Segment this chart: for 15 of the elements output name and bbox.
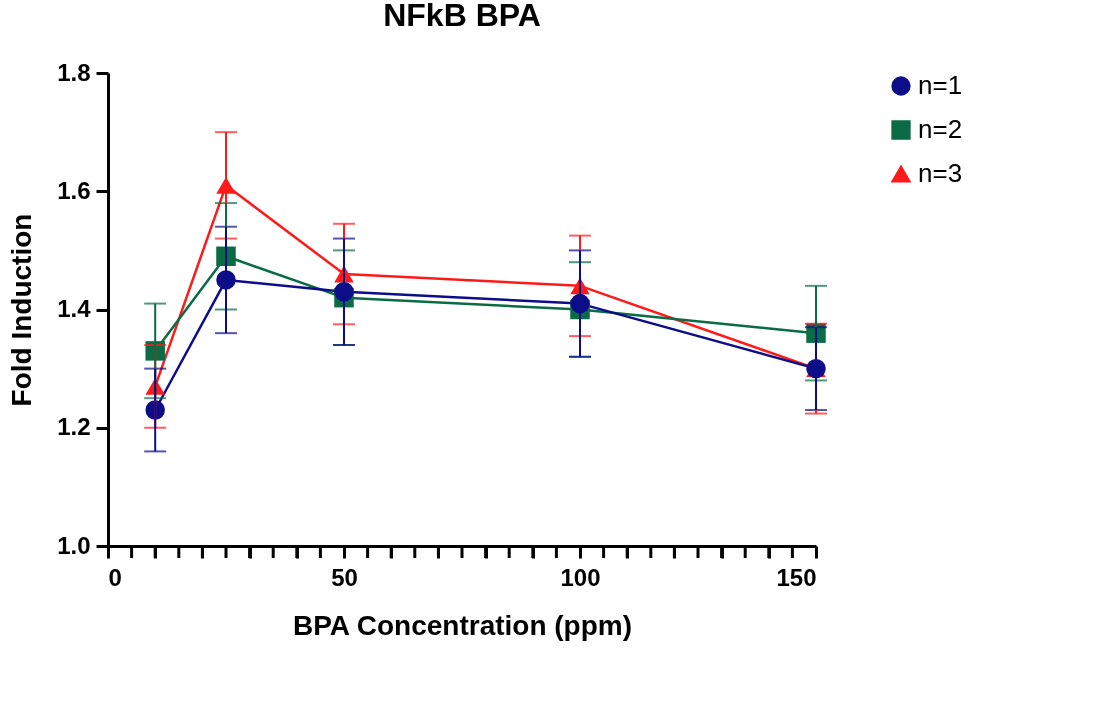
y-tick-label: 1.4 (57, 295, 92, 322)
y-axis-title: Fold Induction (6, 213, 38, 407)
x-axis-title: BPA Concentration (ppm) (292, 609, 633, 641)
legend-label: n=1 (918, 70, 963, 100)
y-tick-label: 1.8 (57, 58, 91, 86)
legend-label: n=2 (918, 114, 963, 144)
x-tick-label: 100 (560, 563, 601, 591)
y-tick-label: 1.2 (57, 413, 91, 441)
x-tick-label: 150 (776, 563, 817, 591)
y-tick-label: 1.6 (57, 176, 91, 204)
y-tick-label: 1.0 (57, 531, 91, 559)
x-tick-label: 50 (331, 563, 358, 591)
chart-title: NFkB BPA (383, 0, 541, 33)
legend-label: n=3 (918, 158, 963, 188)
x-tick-label: 0 (108, 563, 122, 591)
